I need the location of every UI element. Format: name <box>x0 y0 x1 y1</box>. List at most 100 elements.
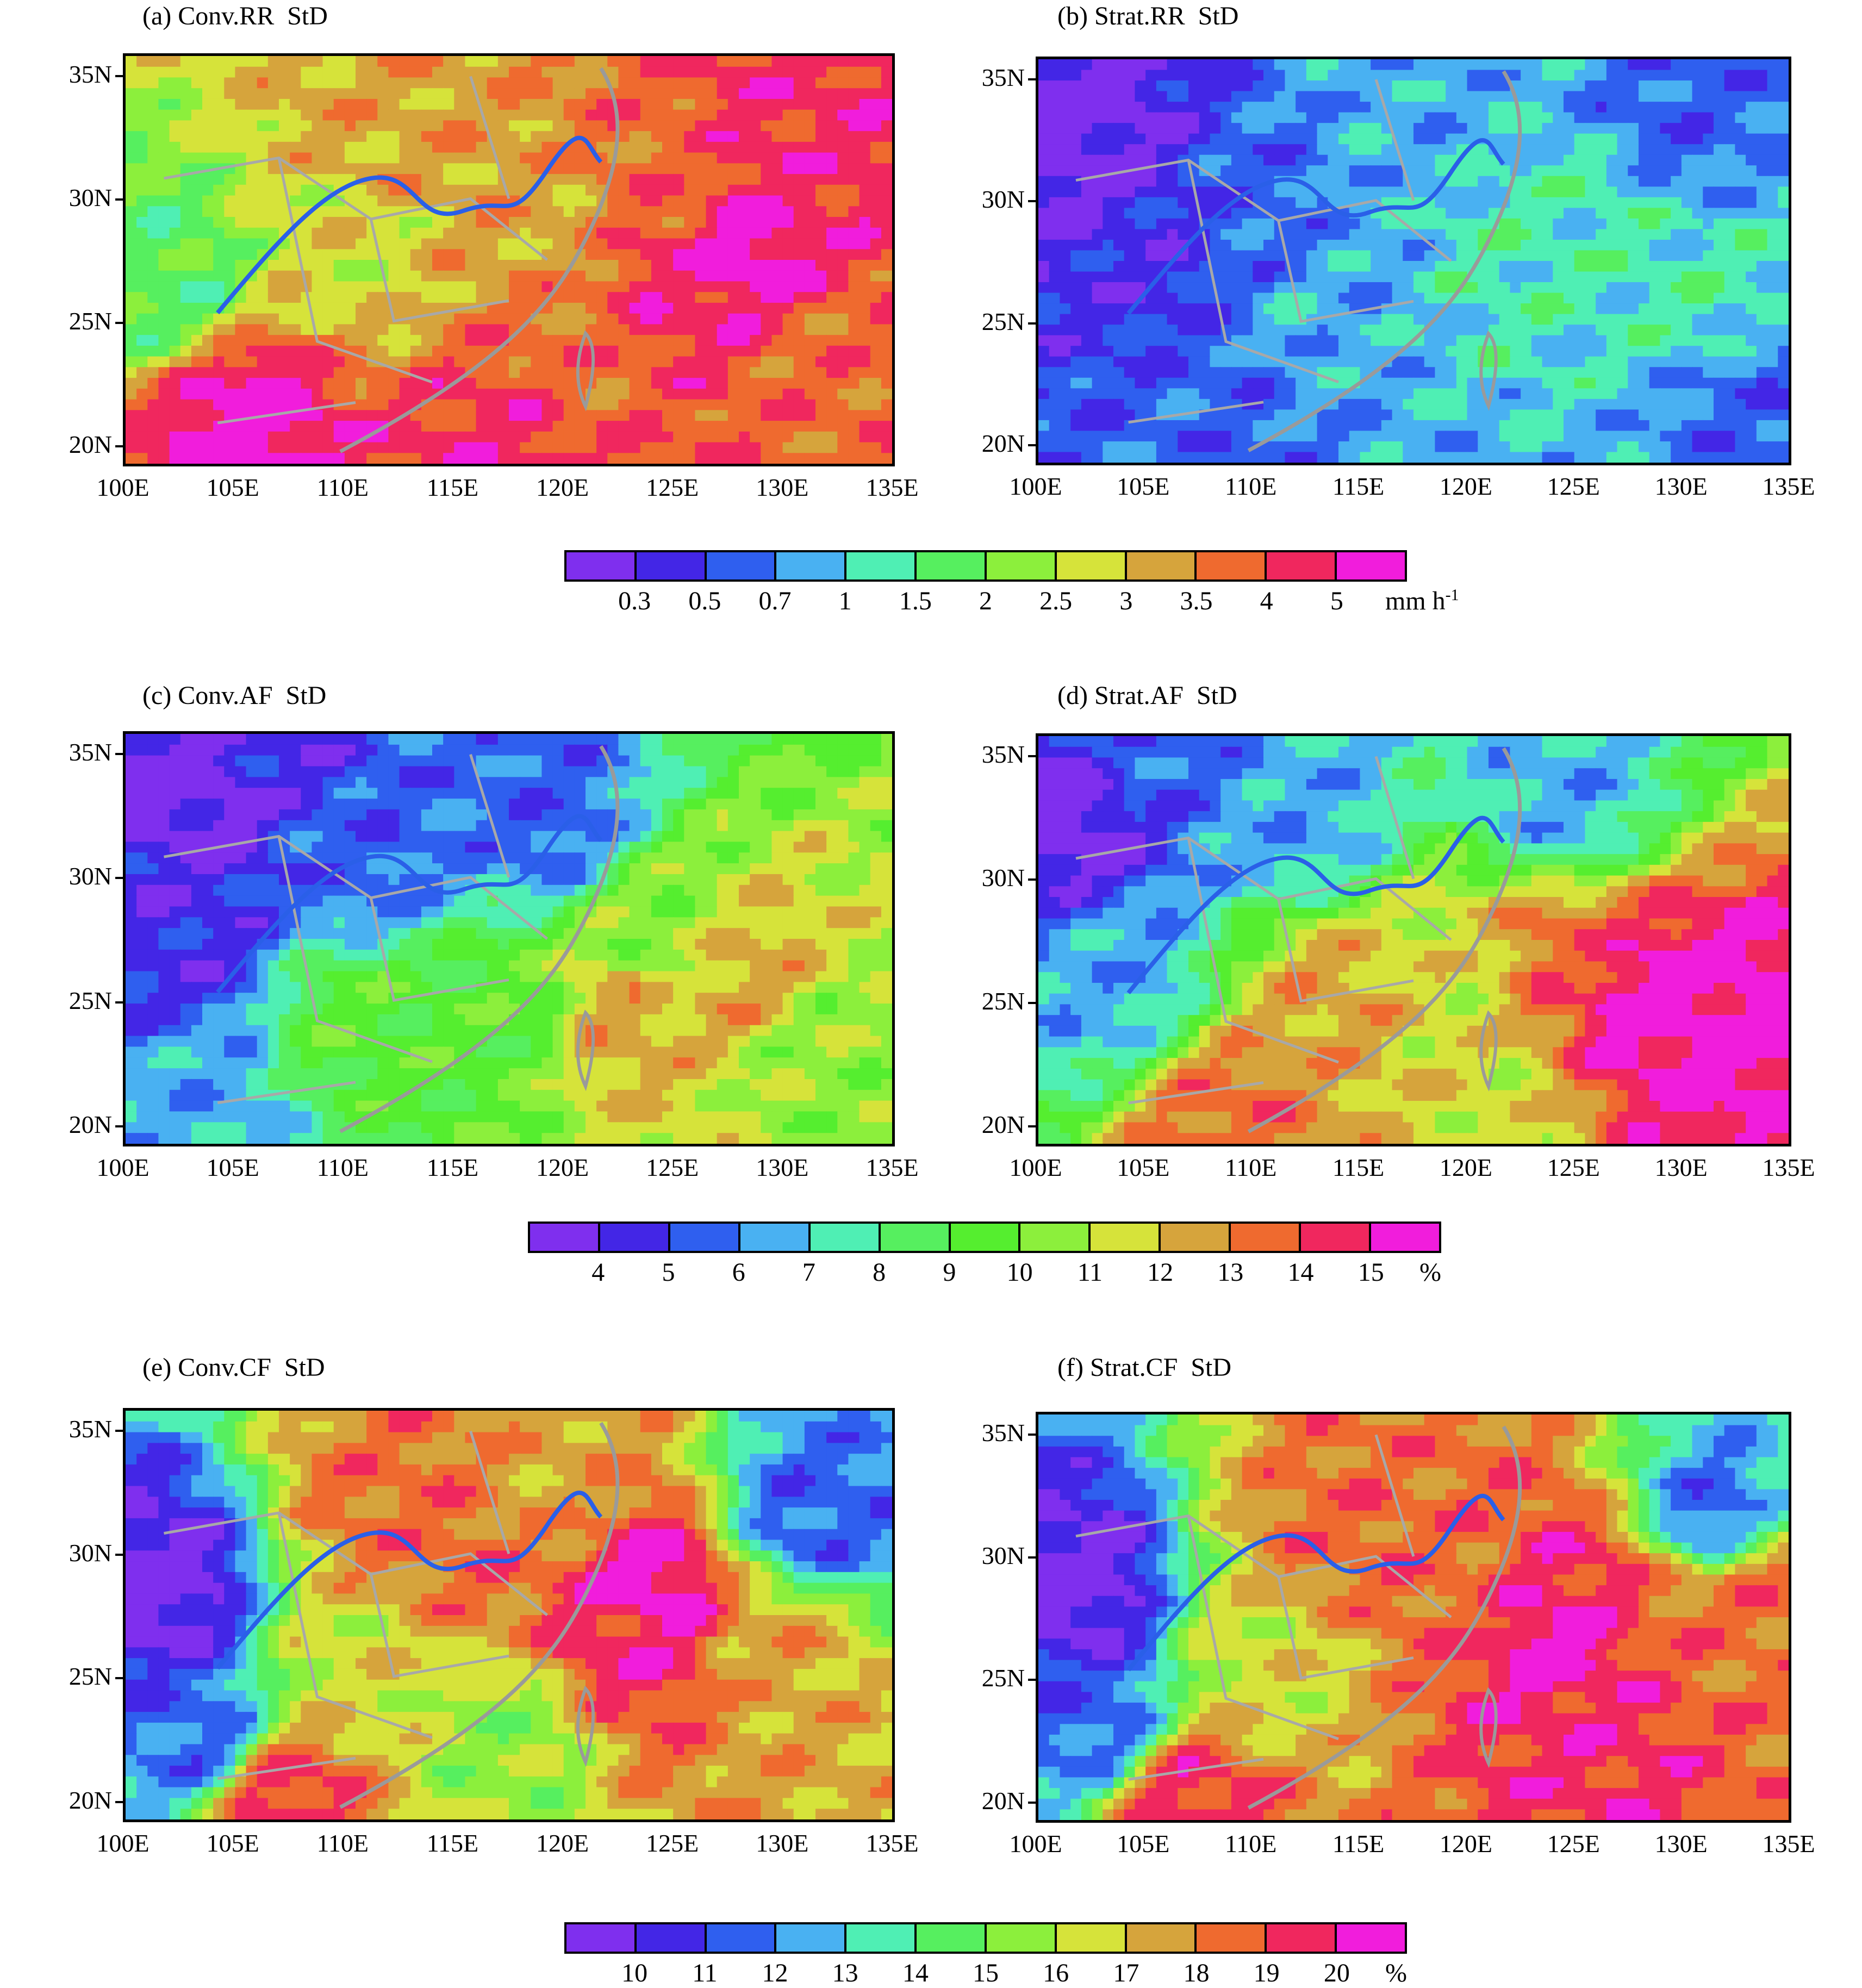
x-tick-label: 115E <box>406 1153 499 1182</box>
colorbar-swatch <box>1161 1224 1231 1251</box>
y-tick-mark <box>115 445 123 447</box>
y-tick-mark <box>1028 1002 1036 1004</box>
colorbar-swatch <box>1057 552 1127 579</box>
contour-field <box>126 1411 892 1819</box>
colorbar-label: 14 <box>1268 1257 1334 1287</box>
panel-title: (d) Strat.AF StD <box>1057 681 1237 711</box>
y-tick-mark <box>1028 200 1036 202</box>
contour-field <box>1038 59 1789 463</box>
colorbar-label: 4 <box>1234 586 1299 616</box>
x-tick-label: 130E <box>1635 472 1727 501</box>
x-tick-label: 115E <box>406 473 499 502</box>
colorbar-swatch <box>846 1924 917 1952</box>
colorbar-swatch <box>1197 1924 1267 1952</box>
y-tick-label: 30N <box>954 1541 1025 1570</box>
y-tick-mark <box>115 1430 123 1432</box>
x-tick-label: 125E <box>1527 472 1620 501</box>
x-tick-label: 100E <box>77 473 169 502</box>
colorbar-swatch <box>530 1224 600 1251</box>
x-tick-label: 110E <box>296 473 389 502</box>
colorbar-swatch <box>740 1224 811 1251</box>
colorbar-swatch <box>1127 552 1197 579</box>
colorbar-swatch <box>670 1224 740 1251</box>
x-tick-label: 115E <box>1312 1153 1405 1182</box>
x-tick-label: 130E <box>1635 1153 1727 1182</box>
colorbar-label: 12 <box>1128 1257 1193 1287</box>
map-b <box>1036 57 1791 465</box>
map-f <box>1036 1412 1791 1823</box>
colorbar-label: 17 <box>1093 1958 1159 1988</box>
y-tick-mark <box>1028 444 1036 446</box>
colorbar-swatch <box>1091 1224 1161 1251</box>
colorbar-swatch <box>987 552 1057 579</box>
x-tick-label: 135E <box>1742 1153 1835 1182</box>
x-tick-label: 135E <box>846 1153 938 1182</box>
contour-field <box>1038 736 1789 1144</box>
x-tick-label: 125E <box>626 473 719 502</box>
y-tick-label: 35N <box>41 1414 112 1443</box>
x-tick-label: 135E <box>846 1829 938 1858</box>
colorbar-label: 5 <box>636 1257 701 1287</box>
panel-title: (e) Conv.CF StD <box>142 1353 325 1382</box>
x-tick-label: 105E <box>1097 1153 1190 1182</box>
contour-field <box>1038 1414 1789 1820</box>
x-tick-label: 120E <box>516 1829 609 1858</box>
y-tick-label: 30N <box>41 862 112 890</box>
y-tick-label: 35N <box>41 738 112 766</box>
colorbar-label: 2 <box>953 586 1018 616</box>
colorbar-label: 19 <box>1234 1958 1299 1988</box>
y-tick-label: 35N <box>954 740 1025 769</box>
y-tick-label: 20N <box>41 430 112 459</box>
x-tick-label: 130E <box>1635 1829 1727 1858</box>
y-tick-label: 25N <box>41 307 112 335</box>
colorbar-label: 15 <box>1338 1257 1404 1287</box>
y-tick-label: 20N <box>954 429 1025 458</box>
colorbar-unit: % <box>1419 1257 1441 1287</box>
x-tick-label: 120E <box>516 1153 609 1182</box>
map-d <box>1036 733 1791 1146</box>
colorbar-swatch <box>600 1224 670 1251</box>
x-tick-label: 125E <box>1527 1829 1620 1858</box>
x-tick-label: 120E <box>516 473 609 502</box>
x-tick-label: 110E <box>1205 1829 1297 1858</box>
colorbar-label: 5 <box>1304 586 1369 616</box>
colorbar-label: 3 <box>1093 586 1159 616</box>
y-tick-mark <box>115 753 123 755</box>
colorbar-label: 11 <box>1057 1257 1123 1287</box>
y-tick-label: 30N <box>954 185 1025 214</box>
colorbar-swatch <box>566 1924 637 1952</box>
colorbar-label: 14 <box>883 1958 948 1988</box>
y-tick-label: 20N <box>41 1110 112 1139</box>
y-tick-mark <box>115 1125 123 1127</box>
colorbar-label: 2.5 <box>1023 586 1088 616</box>
colorbar-label: 13 <box>1198 1257 1263 1287</box>
colorbar-swatch <box>1267 552 1337 579</box>
colorbar-swatch <box>1231 1224 1301 1251</box>
y-tick-label: 25N <box>954 987 1025 1015</box>
x-tick-label: 100E <box>989 472 1082 501</box>
colorbar-label: 9 <box>917 1257 982 1287</box>
x-tick-label: 130E <box>736 1829 829 1858</box>
colorbar-swatch <box>637 552 707 579</box>
x-tick-label: 110E <box>1205 472 1297 501</box>
colorbar-swatch <box>951 1224 1021 1251</box>
x-tick-label: 105E <box>1097 472 1190 501</box>
colorbar-swatch <box>1301 1224 1371 1251</box>
colorbar-swatch <box>707 552 777 579</box>
x-tick-label: 120E <box>1419 1153 1512 1182</box>
colorbar-label: 10 <box>602 1958 667 1988</box>
y-tick-label: 20N <box>954 1786 1025 1815</box>
contour-field <box>126 56 892 464</box>
colorbar-area-fraction <box>528 1222 1441 1253</box>
x-tick-label: 100E <box>77 1153 169 1182</box>
colorbar-label: 11 <box>672 1958 737 1988</box>
y-tick-mark <box>115 877 123 879</box>
colorbar-swatch <box>566 552 637 579</box>
colorbar-swatch <box>776 552 846 579</box>
y-tick-mark <box>1028 1556 1036 1559</box>
x-tick-label: 115E <box>1312 472 1405 501</box>
colorbar-label: 16 <box>1023 1958 1088 1988</box>
colorbar-label: 7 <box>776 1257 842 1287</box>
colorbar-swatch <box>1127 1924 1197 1952</box>
x-tick-label: 115E <box>406 1829 499 1858</box>
